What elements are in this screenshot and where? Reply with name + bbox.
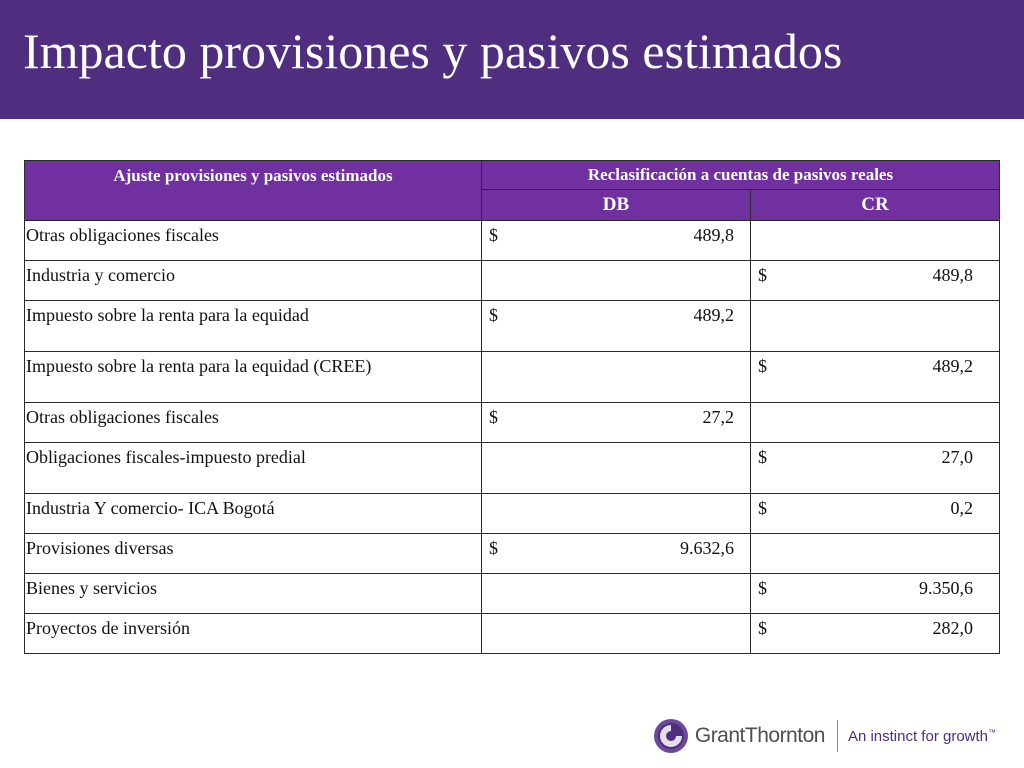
title-bar: Impacto provisiones y pasivos estimados	[0, 0, 1024, 119]
row-label: Industria y comercio	[24, 260, 482, 301]
cr-currency-symbol: $	[758, 265, 767, 285]
header-adjustments: Ajuste provisiones y pasivos estimados	[24, 160, 482, 221]
cr-amount	[752, 538, 999, 560]
row-label: Obligaciones fiscales-impuesto predial	[24, 442, 482, 494]
cr-cell: $27,0	[750, 442, 1000, 494]
header-reclassification: Reclasificación a cuentas de pasivos rea…	[481, 160, 1000, 190]
cr-cell: $489,2	[750, 351, 1000, 403]
db-cell: $27,2	[481, 402, 751, 443]
cr-cell	[750, 220, 1000, 261]
table-row: Otras obligaciones fiscales $27,2	[24, 402, 1000, 443]
db-cell	[481, 260, 751, 301]
db-amount	[483, 447, 750, 469]
cr-amount	[752, 225, 999, 247]
db-amount	[483, 578, 750, 600]
db-value: 27,2	[702, 407, 735, 427]
db-value: 489,2	[693, 305, 735, 325]
cr-value: 0,2	[950, 498, 974, 518]
adjustments-table: Ajuste provisiones y pasivos estimados R…	[24, 160, 1000, 654]
table-row: Impuesto sobre la renta para la equidad …	[24, 351, 1000, 403]
cr-value: 9.350,6	[919, 578, 973, 598]
table-row: Provisiones diversas $9.632,6	[24, 533, 1000, 574]
grant-thornton-logo: GrantThornton An instinct for growth™	[653, 716, 996, 756]
cr-currency-symbol: $	[758, 447, 767, 467]
db-amount	[483, 265, 750, 287]
grant-thornton-logo-icon	[653, 719, 688, 753]
db-cell	[481, 613, 751, 654]
cr-cell	[750, 402, 1000, 443]
table-row: Proyectos de inversión $282,0	[24, 613, 1000, 654]
cr-amount: $9.350,6	[752, 578, 999, 600]
cr-amount: $0,2	[752, 498, 999, 520]
db-value: 489,8	[693, 225, 735, 245]
cr-currency-symbol: $	[758, 618, 767, 638]
cr-currency-symbol: $	[758, 356, 767, 376]
row-label: Proyectos de inversión	[24, 613, 482, 654]
db-amount: $9.632,6	[483, 538, 750, 560]
slide-title: Impacto provisiones y pasivos estimados	[23, 23, 843, 79]
cr-cell: $0,2	[750, 493, 1000, 534]
cr-amount: $489,2	[752, 356, 999, 378]
cr-amount: $489,8	[752, 265, 999, 287]
cr-cell	[750, 300, 1000, 352]
row-label: Otras obligaciones fiscales	[24, 402, 482, 443]
db-cell: $9.632,6	[481, 533, 751, 574]
db-amount	[483, 498, 750, 520]
row-label: Impuesto sobre la renta para la equidad	[24, 300, 482, 352]
db-amount: $489,8	[483, 225, 750, 247]
db-currency-symbol: $	[489, 407, 498, 427]
cr-amount	[752, 407, 999, 429]
db-amount: $27,2	[483, 407, 750, 429]
table-body: Otras obligaciones fiscales $489,8 Industr…	[24, 220, 1000, 654]
cr-value: 282,0	[932, 618, 974, 638]
db-cell	[481, 573, 751, 614]
db-cell: $489,2	[481, 300, 751, 352]
row-label: Otras obligaciones fiscales	[24, 220, 482, 261]
db-cell	[481, 442, 751, 494]
logo-divider	[836, 720, 838, 752]
db-value: 9.632,6	[680, 538, 734, 558]
table-row: Industria Y comercio- ICA Bogotá $0,2	[24, 493, 1000, 534]
db-cell	[481, 351, 751, 403]
db-cell	[481, 493, 751, 534]
cr-currency-symbol: $	[758, 498, 767, 518]
cr-value: 27,0	[941, 447, 974, 467]
brand-name: GrantThornton	[694, 724, 826, 747]
db-amount	[483, 356, 750, 378]
cr-amount	[752, 305, 999, 327]
table-row: Industria y comercio $489,8	[24, 260, 1000, 301]
table-row: Obligaciones fiscales-impuesto predial $2…	[24, 442, 1000, 494]
cr-value: 489,2	[932, 356, 974, 376]
header-cr: CR	[750, 189, 1000, 221]
row-label: Industria Y comercio- ICA Bogotá	[24, 493, 482, 534]
cr-cell: $282,0	[750, 613, 1000, 654]
cr-cell: $489,8	[750, 260, 1000, 301]
table-row: Impuesto sobre la renta para la equidad $…	[24, 300, 1000, 352]
row-label: Impuesto sobre la renta para la equidad …	[24, 351, 482, 403]
db-amount: $489,2	[483, 305, 750, 327]
db-amount	[483, 618, 750, 640]
db-cell: $489,8	[481, 220, 751, 261]
table-row: Bienes y servicios $9.350,6	[24, 573, 1000, 614]
table-row: Otras obligaciones fiscales $489,8	[24, 220, 1000, 261]
db-currency-symbol: $	[489, 538, 498, 558]
cr-value: 489,8	[932, 265, 974, 285]
header-db: DB	[481, 189, 751, 221]
cr-currency-symbol: $	[758, 578, 767, 598]
cr-cell	[750, 533, 1000, 574]
cr-cell: $9.350,6	[750, 573, 1000, 614]
cr-amount: $27,0	[752, 447, 999, 469]
row-label: Provisiones diversas	[24, 533, 482, 574]
brand-tagline: An instinct for growth™	[848, 728, 996, 745]
tagline-mark: ™	[988, 727, 996, 737]
cr-amount: $282,0	[752, 618, 999, 640]
row-label: Bienes y servicios	[24, 573, 482, 614]
db-currency-symbol: $	[489, 305, 498, 325]
tagline-text: An instinct for growth	[847, 727, 988, 745]
db-currency-symbol: $	[489, 225, 498, 245]
